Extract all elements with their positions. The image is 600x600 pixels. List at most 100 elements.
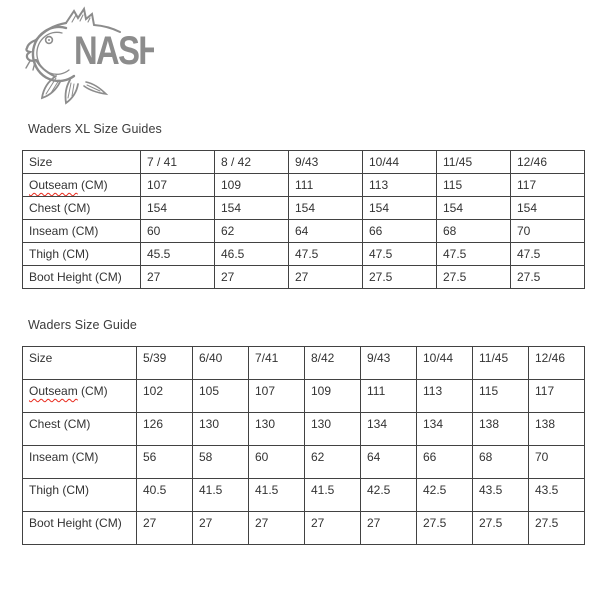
brand-text: NASH bbox=[74, 28, 154, 73]
value-cell: 47.5 bbox=[510, 242, 585, 266]
value-cell: 27.5 bbox=[362, 265, 437, 289]
row-label-cell: Inseam (CM) bbox=[22, 219, 141, 243]
value-cell: 130 bbox=[248, 412, 305, 446]
value-cell: 27.5 bbox=[472, 511, 529, 545]
table-row: Inseam (CM) 56 58 60 62 64 66 68 70 bbox=[22, 445, 585, 479]
row-label: Outseam bbox=[29, 178, 78, 192]
row-label: Inseam bbox=[29, 224, 69, 238]
row-label: Thigh bbox=[29, 247, 60, 261]
header-row: Size 7 / 41 8 / 42 9/43 10/44 11/45 12/46 bbox=[22, 150, 585, 174]
value-cell: 154 bbox=[214, 196, 289, 220]
value-cell: 43.5 bbox=[472, 478, 529, 512]
value-cell: 47.5 bbox=[362, 242, 437, 266]
row-label: Chest bbox=[29, 417, 61, 431]
value-cell: 66 bbox=[362, 219, 437, 243]
value-cell: 43.5 bbox=[528, 478, 585, 512]
value-cell: 154 bbox=[288, 196, 363, 220]
row-label-cell: Thigh (CM) bbox=[22, 478, 137, 512]
value-cell: 27 bbox=[136, 511, 193, 545]
size-column-header-cell: 8/42 bbox=[304, 346, 361, 380]
value-cell: 138 bbox=[472, 412, 529, 446]
value-cell: 154 bbox=[436, 196, 511, 220]
value-cell: 70 bbox=[528, 445, 585, 479]
value-cell: 154 bbox=[510, 196, 585, 220]
value-cell: 68 bbox=[472, 445, 529, 479]
value-cell: 111 bbox=[360, 379, 417, 413]
size-label-header-cell: Size bbox=[22, 150, 141, 174]
header-row: Size 5/39 6/40 7/41 8/42 9/43 10/44 11/45 12/46 bbox=[22, 346, 585, 380]
row-label: Thigh bbox=[29, 483, 60, 497]
value-cell: 64 bbox=[360, 445, 417, 479]
value-cell: 62 bbox=[214, 219, 289, 243]
value-cell: 113 bbox=[362, 173, 437, 197]
value-cell: 47.5 bbox=[288, 242, 363, 266]
size-column-header-cell: 11/45 bbox=[436, 150, 511, 174]
value-cell: 64 bbox=[288, 219, 363, 243]
value-cell: 62 bbox=[304, 445, 361, 479]
table-row: Outseam (CM) 107 109 111 113 115 117 bbox=[22, 173, 585, 197]
value-cell: 27 bbox=[214, 265, 289, 289]
size-label-header-cell: Size bbox=[22, 346, 137, 380]
table-row: Outseam (CM) 102 105 107 109 111 113 115 117 bbox=[22, 379, 585, 413]
value-cell: 138 bbox=[528, 412, 585, 446]
row-label: Inseam bbox=[29, 450, 69, 464]
table-row: Boot Height (CM) 27 27 27 27.5 27.5 27.5 bbox=[22, 265, 585, 289]
value-cell: 117 bbox=[510, 173, 585, 197]
size-column-header-cell: 9/43 bbox=[360, 346, 417, 380]
value-cell: 41.5 bbox=[192, 478, 249, 512]
value-cell: 27 bbox=[288, 265, 363, 289]
value-cell: 60 bbox=[140, 219, 215, 243]
row-label-unit: (CM) bbox=[91, 516, 122, 530]
value-cell: 109 bbox=[214, 173, 289, 197]
table-row: Boot Height (CM) 27 27 27 27 27 27.5 27.5 27.5 bbox=[22, 511, 585, 545]
row-label-cell: Thigh (CM) bbox=[22, 242, 141, 266]
row-label-unit: (CM) bbox=[77, 178, 108, 192]
row-label-unit: (CM) bbox=[68, 450, 99, 464]
value-cell: 130 bbox=[192, 412, 249, 446]
value-cell: 27 bbox=[140, 265, 215, 289]
value-cell: 27 bbox=[248, 511, 305, 545]
row-label-unit: (CM) bbox=[60, 417, 91, 431]
value-cell: 27 bbox=[304, 511, 361, 545]
value-cell: 46.5 bbox=[214, 242, 289, 266]
value-cell: 115 bbox=[436, 173, 511, 197]
value-cell: 109 bbox=[304, 379, 361, 413]
value-cell: 70 bbox=[510, 219, 585, 243]
value-cell: 154 bbox=[140, 196, 215, 220]
row-label: Boot Height bbox=[29, 516, 92, 530]
value-cell: 27.5 bbox=[510, 265, 585, 289]
value-cell: 47.5 bbox=[436, 242, 511, 266]
value-cell: 107 bbox=[248, 379, 305, 413]
value-cell: 42.5 bbox=[416, 478, 473, 512]
nash-logo: NASH bbox=[22, 6, 162, 106]
row-label-unit: (CM) bbox=[60, 201, 91, 215]
value-cell: 58 bbox=[192, 445, 249, 479]
value-cell: 66 bbox=[416, 445, 473, 479]
size-column-header-cell: 5/39 bbox=[136, 346, 193, 380]
value-cell: 102 bbox=[136, 379, 193, 413]
value-cell: 27.5 bbox=[416, 511, 473, 545]
value-cell: 60 bbox=[248, 445, 305, 479]
row-label-cell: Inseam (CM) bbox=[22, 445, 137, 479]
row-label: Boot Height bbox=[29, 270, 92, 284]
size-column-header-cell: 12/46 bbox=[510, 150, 585, 174]
value-cell: 41.5 bbox=[304, 478, 361, 512]
table-row: Chest (CM) 154 154 154 154 154 154 bbox=[22, 196, 585, 220]
waders-xl-size-table: Size 7 / 41 8 / 42 9/43 10/44 11/45 12/46 Outse… bbox=[22, 150, 585, 289]
value-cell: 134 bbox=[416, 412, 473, 446]
value-cell: 115 bbox=[472, 379, 529, 413]
size-column-header-cell: 11/45 bbox=[472, 346, 529, 380]
size-column-header-cell: 7/41 bbox=[248, 346, 305, 380]
value-cell: 105 bbox=[192, 379, 249, 413]
section-title-waders-xl: Waders XL Size Guides bbox=[28, 122, 162, 136]
table-row: Thigh (CM) 40.5 41.5 41.5 41.5 42.5 42.5 43.5 43… bbox=[22, 478, 585, 512]
value-cell: 107 bbox=[140, 173, 215, 197]
value-cell: 134 bbox=[360, 412, 417, 446]
value-cell: 130 bbox=[304, 412, 361, 446]
value-cell: 45.5 bbox=[140, 242, 215, 266]
row-label-cell: Chest (CM) bbox=[22, 196, 141, 220]
value-cell: 42.5 bbox=[360, 478, 417, 512]
section-title-waders: Waders Size Guide bbox=[28, 318, 137, 332]
row-label-cell: Boot Height (CM) bbox=[22, 511, 137, 545]
